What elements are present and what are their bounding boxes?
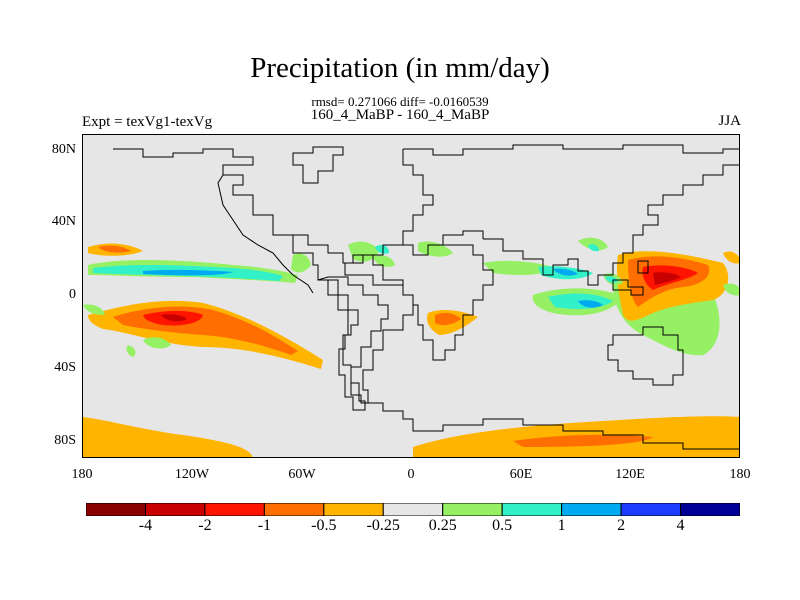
x-tick-label: 120W xyxy=(174,467,210,482)
x-tick-label: 60W xyxy=(288,467,316,482)
colorbar-label: 4 xyxy=(676,517,685,534)
case-line: 160_4_MaBP - 160_4_MaBP xyxy=(310,107,490,123)
x-tick-label: 60E xyxy=(509,467,533,482)
colorbar-swatch xyxy=(501,503,563,516)
anomaly-africa-green xyxy=(418,241,453,257)
stats-line: rmsd= 0.271066 diff= -0.0160539 xyxy=(311,94,489,109)
colorbar-label: -2 xyxy=(198,517,212,534)
coastline-asia xyxy=(483,164,739,286)
coastline-maritime xyxy=(612,279,644,296)
precip-anomaly-field xyxy=(83,237,739,457)
colorbar-label: 0.25 xyxy=(428,517,457,534)
plot-title: Precipitation (in mm/day) xyxy=(250,52,550,84)
coastline-n-america-west xyxy=(217,174,314,294)
coastline-greenland xyxy=(292,146,344,184)
colorbar-label: -1 xyxy=(257,517,272,534)
coastline-antarctica xyxy=(363,402,739,450)
anomaly-s-pacific-darkred xyxy=(161,314,187,322)
coastline-japan xyxy=(637,260,649,274)
colorbar-swatch xyxy=(442,503,503,516)
colorbar-label: -4 xyxy=(138,517,153,534)
anomaly-s-pacific-green-2 xyxy=(83,304,105,315)
colorbar-swatch xyxy=(144,503,206,516)
colorbar-label: 0.5 xyxy=(492,517,513,534)
colorbar-swatch xyxy=(382,503,444,516)
coastlines xyxy=(113,144,739,450)
anomaly-c-america-green xyxy=(291,253,311,273)
anomaly-africa-cyan xyxy=(375,245,389,254)
anomaly-wp-cyan xyxy=(605,276,618,283)
anomaly-wp-green-3 xyxy=(723,283,739,296)
anomaly-n-pacific-blue xyxy=(143,269,233,276)
anomaly-atlantic-green xyxy=(348,241,379,262)
y-tick-label: 80S xyxy=(54,433,76,448)
coastline-europe xyxy=(402,149,484,256)
x-tick-label: 180 xyxy=(71,467,93,482)
colorbar xyxy=(86,503,740,516)
anomaly-s-africa-darkorange xyxy=(435,312,461,326)
colorbar-swatch xyxy=(620,503,682,516)
x-tick-label: 120E xyxy=(615,467,645,482)
anomaly-wp-orange-2 xyxy=(723,251,739,264)
season-label: JJA xyxy=(718,113,741,129)
anomaly-indian-blue xyxy=(578,300,603,308)
anomaly-asia-cyan xyxy=(588,244,599,252)
coastline-australia xyxy=(607,326,684,386)
y-tick-label: 40N xyxy=(51,214,76,229)
colorbar-swatch xyxy=(561,503,622,516)
colorbar-swatch xyxy=(86,503,146,516)
anomaly-antarctic-darkorange xyxy=(513,434,653,447)
anomaly-asia-green xyxy=(578,237,608,251)
colorbar-label: -0.25 xyxy=(366,517,400,534)
coastline-africa xyxy=(344,244,494,361)
experiment-label: Expt = texVg1-texVg xyxy=(82,114,213,130)
colorbar-label: 1 xyxy=(557,517,566,534)
anomaly-wp-darkred xyxy=(653,272,681,285)
coastline-s-america xyxy=(317,276,389,411)
anomaly-indian-green xyxy=(483,260,553,275)
colorbar-swatch xyxy=(204,503,265,516)
anomaly-africa-green-2 xyxy=(373,255,395,267)
y-tick-label: 80N xyxy=(51,142,76,157)
y-tick-label: 40S xyxy=(54,360,76,375)
map-panel xyxy=(82,134,740,458)
colorbar-swatch xyxy=(680,503,740,516)
colorbar-label: 2 xyxy=(617,517,626,534)
colorbar-swatch xyxy=(263,503,325,516)
y-tick-label: 0 xyxy=(69,287,76,302)
anomaly-s-pacific-green xyxy=(143,337,171,349)
x-tick-label: 0 xyxy=(407,467,415,482)
anomaly-antarctic-west xyxy=(83,417,253,457)
x-tick-label: 180 xyxy=(729,467,751,482)
anomaly-n-pacific-darkorange xyxy=(98,245,131,253)
colorbar-swatch xyxy=(323,503,384,516)
anomaly-s-pacific-green-3 xyxy=(126,345,136,357)
coastline-eurasia-north xyxy=(403,144,739,156)
colorbar-label: -0.5 xyxy=(311,517,337,534)
map-svg xyxy=(83,144,739,457)
anomaly-bay-blue xyxy=(553,268,578,276)
